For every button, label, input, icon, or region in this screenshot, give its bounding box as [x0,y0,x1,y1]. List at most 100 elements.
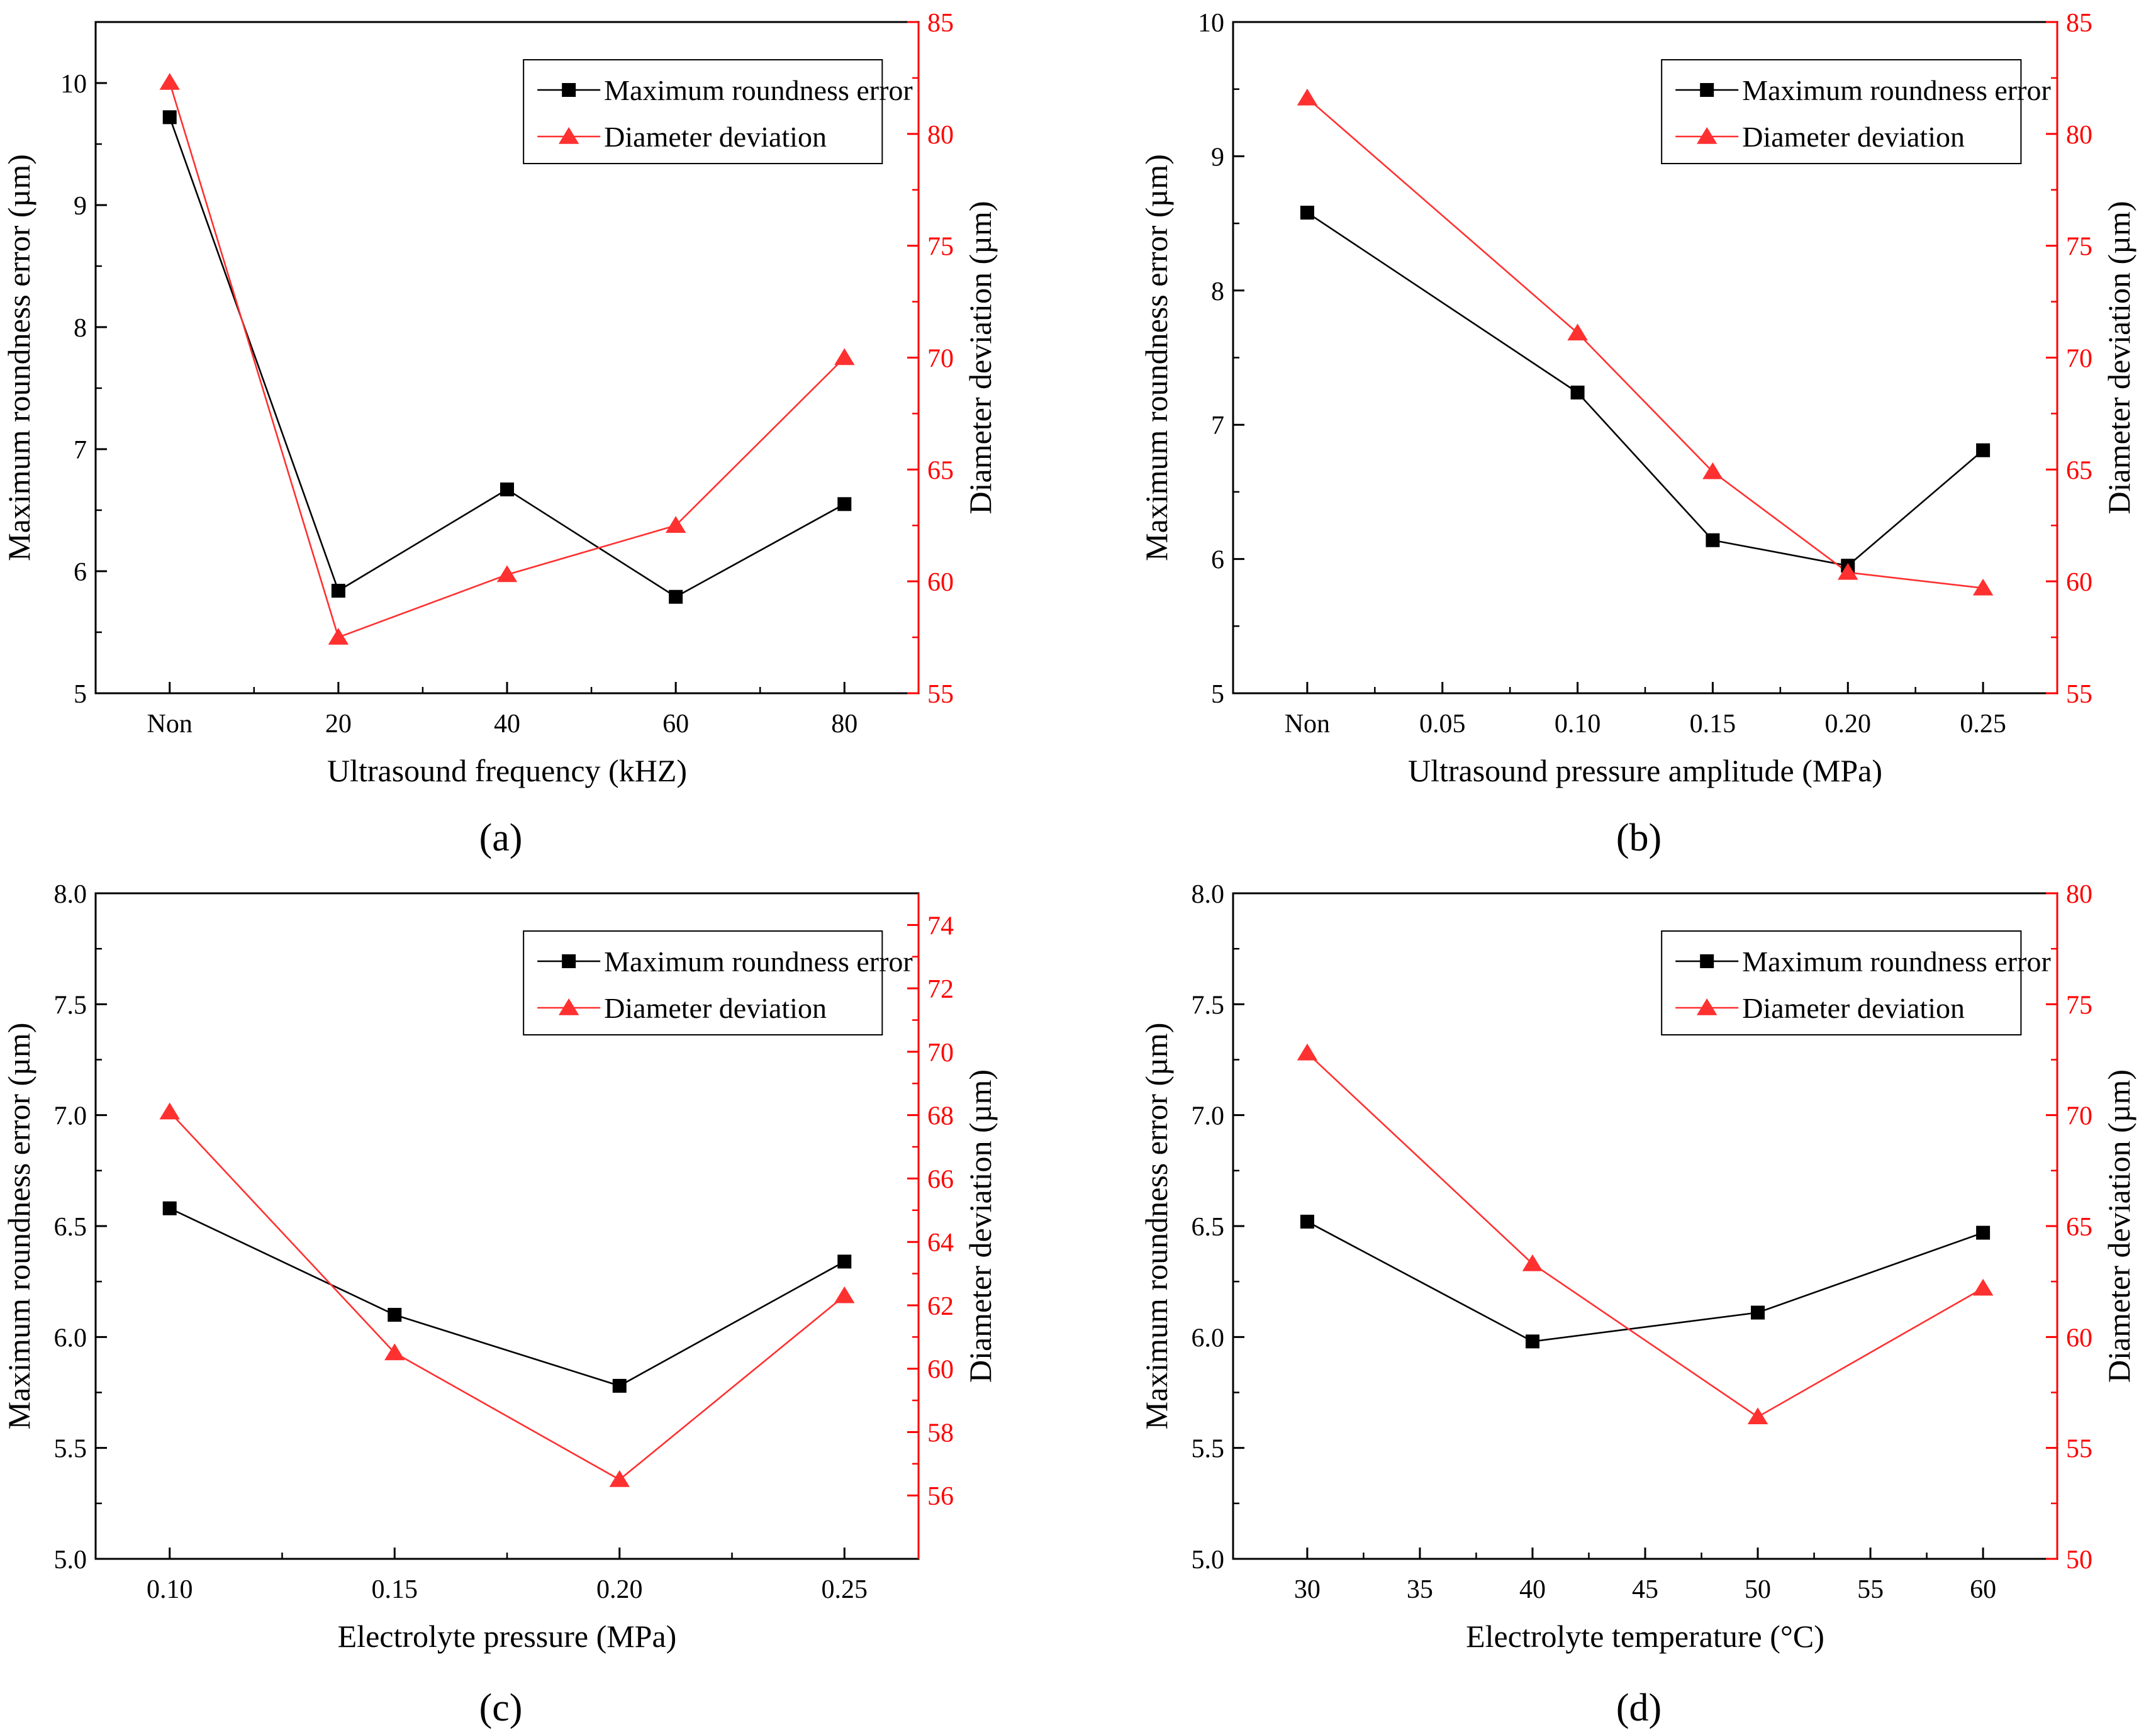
y2-tick-label: 72 [927,975,954,1004]
panel-b: Non 0.05 0.10 0.15 0.20 0.25 5 6 7 8 9 10 55 60 65 70 75… [1139,9,2136,859]
series-line-diameter [1307,1052,1984,1418]
data-point-diameter [159,1102,180,1120]
data-point-diameter [384,1343,405,1361]
y2-tick-label: 55 [2066,680,2092,709]
y2-tick-label: 65 [927,456,954,485]
series-line-roundness [169,116,845,598]
legend: Maximum roundness error Diameter deviati… [1661,930,2051,1035]
x-tick-label: 0.20 [596,1575,643,1604]
y2-tick-label: 80 [2066,880,2092,909]
x-axis-label: Electrolyte temperature (°C) [1466,1619,1824,1654]
series-line-roundness [1307,1220,1984,1342]
data-point-roundness [1570,385,1585,399]
panel-caption: (d) [1616,1687,1662,1729]
data-point-roundness [388,1308,402,1322]
y-tick-label: 8 [74,314,87,343]
y2-axis-label: Diameter deviation (µm) [2101,1069,2136,1383]
data-point-roundness [162,110,177,125]
y2-tick-label: 55 [2066,1435,2092,1464]
legend-marker-square [562,954,576,968]
y-tick-label: 5 [1211,680,1224,709]
legend-label-diameter: Diameter deviation [1742,121,1965,153]
x-tick-label: 20 [325,710,352,739]
y2-tick-label: 58 [927,1419,954,1448]
legend-label-roundness: Maximum roundness error [1742,946,2051,978]
data-point-roundness [1976,443,1991,457]
legend-marker-triangle [1697,998,1718,1015]
y2-tick-label: 75 [2066,991,2092,1020]
y-tick-label: 7 [74,436,87,465]
y2-tick-label: 70 [2066,345,2092,374]
x-tick-label: 80 [831,710,857,739]
y2-tick-label: 56 [927,1482,954,1511]
series-line-diameter [169,82,846,639]
series-line-roundness [169,1207,845,1387]
y2-axis-label: Diameter deviation (µm) [2101,201,2136,514]
y2-tick-label: 85 [2066,9,2092,38]
data-point-diameter [1522,1254,1543,1271]
y2-tick-label: 66 [927,1165,954,1194]
y-tick-label: 6 [1211,546,1224,575]
legend-marker-square [1700,83,1714,97]
y2-tick-label: 70 [927,1039,954,1068]
x-tick-label: 40 [1519,1575,1546,1604]
panel-d: 30 35 40 45 50 55 60 5.0 5.5 6.0 6.5 7.0 7.5 8.0 50 55 6… [1139,880,2136,1729]
y2-tick-label: 70 [2066,1102,2092,1131]
x-tick-label: 50 [1745,1575,1771,1604]
legend: Maximum roundness error Diameter deviati… [523,59,913,164]
y2-tick-label: 65 [2066,456,2092,485]
y2-tick-label: 70 [927,345,954,374]
y-tick-label: 6.5 [1192,1213,1225,1242]
legend: Maximum roundness error Diameter deviati… [523,930,913,1035]
legend: Maximum roundness error Diameter deviati… [1661,59,2051,164]
x-tick-label: 0.10 [1555,710,1601,739]
y-tick-label: 7.5 [1192,991,1225,1020]
y2-tick-label: 50 [2066,1546,2092,1575]
data-point-roundness [1751,1305,1765,1320]
x-tick-label: 0.10 [147,1575,193,1604]
legend-marker-triangle [1697,127,1718,144]
x-tick-label: 35 [1407,1575,1433,1604]
data-point-diameter [1567,323,1588,341]
y-tick-label: 5.0 [1192,1546,1225,1575]
data-point-diameter [1972,1278,1994,1296]
y2-tick-label: 80 [927,121,954,150]
panel-caption: (c) [479,1687,523,1729]
data-point-diameter [609,1470,630,1487]
series-line-roundness [1307,211,1984,567]
data-point-diameter [1297,88,1318,106]
legend-box [523,59,883,164]
y-axis-label: Maximum roundness error (µm) [1139,1023,1174,1430]
data-point-roundness [1976,1225,1991,1240]
y2-tick-label: 75 [927,233,954,262]
x-tick-label: 60 [662,710,689,739]
data-point-roundness [837,497,852,511]
data-point-diameter [1702,462,1723,479]
y2-axis-label: Diameter deviation (µm) [963,201,998,514]
y-tick-label: 6 [74,558,87,587]
panel-caption: (a) [479,817,523,859]
y-tick-label: 9 [74,192,87,221]
legend-marker-square [1700,954,1714,968]
y-tick-label: 7.5 [54,991,87,1020]
x-tick-label: 0.25 [1960,710,2006,739]
y-tick-label: 7.0 [1192,1102,1225,1131]
panel-a: Non 20 40 60 80 5 6 7 8 9 10 55 60 65 70 75 80 85 Ultraso… [1,9,998,859]
y2-tick-label: 55 [927,680,954,709]
x-tick-label: 0.05 [1419,710,1466,739]
x-tick-label: 0.15 [1690,710,1736,739]
data-point-diameter [1297,1043,1318,1061]
data-point-diameter [159,73,180,90]
data-point-roundness [500,483,514,497]
data-point-roundness [1706,533,1720,547]
legend-label-diameter: Diameter deviation [1742,992,1965,1024]
y2-tick-label: 62 [927,1292,954,1321]
y2-axis-label: Diameter deviation (µm) [963,1069,998,1383]
x-tick-label: 0.15 [371,1575,418,1604]
y-tick-label: 6.0 [54,1324,87,1353]
y-tick-label: 9 [1211,143,1224,172]
y-tick-label: 6.5 [54,1213,87,1242]
y-tick-label: 6.0 [1192,1324,1225,1353]
y-tick-label: 5.5 [1192,1435,1225,1464]
data-point-diameter [834,348,855,365]
